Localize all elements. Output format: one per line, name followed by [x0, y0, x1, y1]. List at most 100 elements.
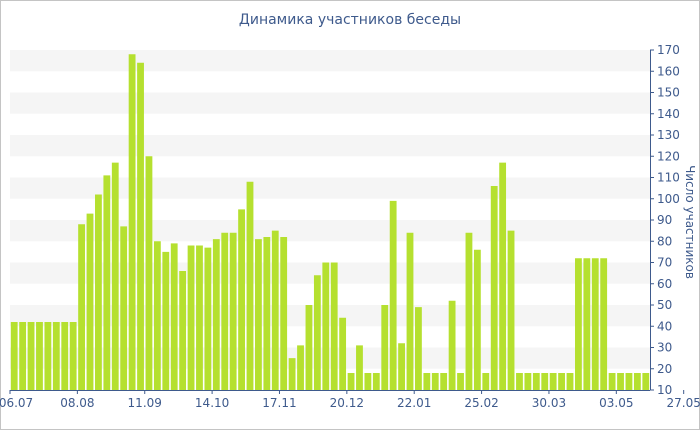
grid-band: [10, 50, 650, 72]
bar: [431, 373, 439, 390]
x-tick-label: 11.09: [128, 396, 162, 410]
bars: [10, 54, 650, 391]
bar: [19, 322, 27, 390]
y-tick-label: 60: [657, 277, 672, 291]
chart-title: Динамика участников беседы: [238, 12, 462, 28]
bar: [339, 317, 347, 390]
grid-band: [10, 305, 650, 327]
bar: [162, 251, 170, 391]
y-tick-label: 160: [657, 64, 680, 78]
bar: [78, 224, 85, 390]
x-tick-label: 25.02: [464, 396, 498, 410]
bar: [280, 237, 288, 390]
y-tick-label: 30: [657, 341, 672, 355]
bar: [356, 345, 363, 391]
y-tick-label: 90: [657, 213, 672, 227]
bar: [229, 232, 237, 390]
grid-band: [10, 347, 650, 369]
bar: [120, 226, 128, 391]
bar: [10, 322, 18, 390]
bar: [633, 373, 641, 390]
y-tick-label: 130: [657, 128, 680, 142]
bar: [111, 162, 119, 390]
bar: [36, 322, 43, 390]
bar: [423, 373, 431, 390]
y-tick-label: 170: [657, 43, 680, 57]
y-tick-label: 140: [657, 107, 680, 121]
y-tick-label: 20: [657, 362, 672, 376]
bar: [305, 305, 313, 390]
x-tick-label: 08.08: [60, 396, 94, 410]
y-tick-label: 110: [657, 171, 680, 185]
bar: [330, 262, 338, 390]
y-tick-label: 50: [657, 298, 672, 312]
bar: [406, 232, 414, 390]
x-tick-label: 14.10: [195, 396, 229, 410]
bar: [499, 162, 507, 390]
grid-bands: [10, 50, 650, 369]
y-tick-label: 120: [657, 149, 680, 163]
y-tick-label: 80: [657, 234, 672, 248]
bar: [608, 373, 616, 390]
bar: [145, 156, 153, 390]
bar: [187, 245, 195, 390]
bar: [473, 249, 481, 390]
bar: [381, 305, 389, 390]
bar: [153, 241, 161, 390]
bar: [263, 237, 271, 390]
bar: [61, 322, 69, 390]
bar: [313, 275, 321, 390]
bar: [204, 247, 212, 391]
bar: [364, 373, 372, 390]
bar: [532, 373, 540, 390]
bar: [128, 54, 136, 390]
y-tick-label: 150: [657, 86, 680, 100]
bar: [440, 373, 448, 390]
bar: [591, 258, 599, 390]
x-tick-label: 06.07: [0, 396, 33, 410]
y-tick-label: 40: [657, 319, 672, 333]
bar: [95, 194, 102, 390]
bar: [398, 343, 405, 390]
bar: [44, 322, 52, 390]
grid-band: [10, 262, 650, 284]
bar: [322, 262, 330, 390]
bar: [524, 373, 532, 390]
x-axis-ticks: 06.07 08.08 11.09 14.10 17.11 20.12 22.01 25.02…: [0, 390, 700, 410]
bar: [179, 271, 187, 390]
bar: [27, 322, 35, 390]
bar: [575, 258, 582, 390]
bar: [583, 258, 591, 390]
bar: [69, 322, 77, 390]
bar: [482, 373, 490, 390]
grid-band: [10, 92, 650, 114]
bar: [137, 62, 144, 390]
y-tick-label: 10: [657, 383, 672, 397]
bar: [558, 373, 565, 390]
bar: [549, 373, 557, 390]
bar: [170, 243, 178, 391]
bar: [52, 322, 60, 390]
bar: [238, 209, 245, 391]
bar: [212, 239, 220, 391]
bar: [457, 373, 464, 390]
x-tick-label: 30.03: [532, 396, 566, 410]
bar: [617, 373, 624, 390]
bar: [271, 230, 279, 391]
y-tick-label: 100: [657, 192, 680, 206]
bar: [625, 373, 633, 390]
bar: [566, 373, 574, 390]
bar: [465, 232, 473, 390]
bar: [642, 373, 650, 390]
grid-band: [10, 220, 650, 242]
x-tick-label: 17.11: [262, 396, 296, 410]
grid-band: [10, 135, 650, 157]
bar: [347, 373, 355, 390]
x-tick-label: 27.05: [667, 396, 700, 410]
bar: [389, 200, 397, 391]
bar: [196, 245, 203, 390]
y-axis-label: Число участников: [683, 165, 697, 279]
bar: [600, 258, 608, 390]
bar: [297, 345, 304, 391]
